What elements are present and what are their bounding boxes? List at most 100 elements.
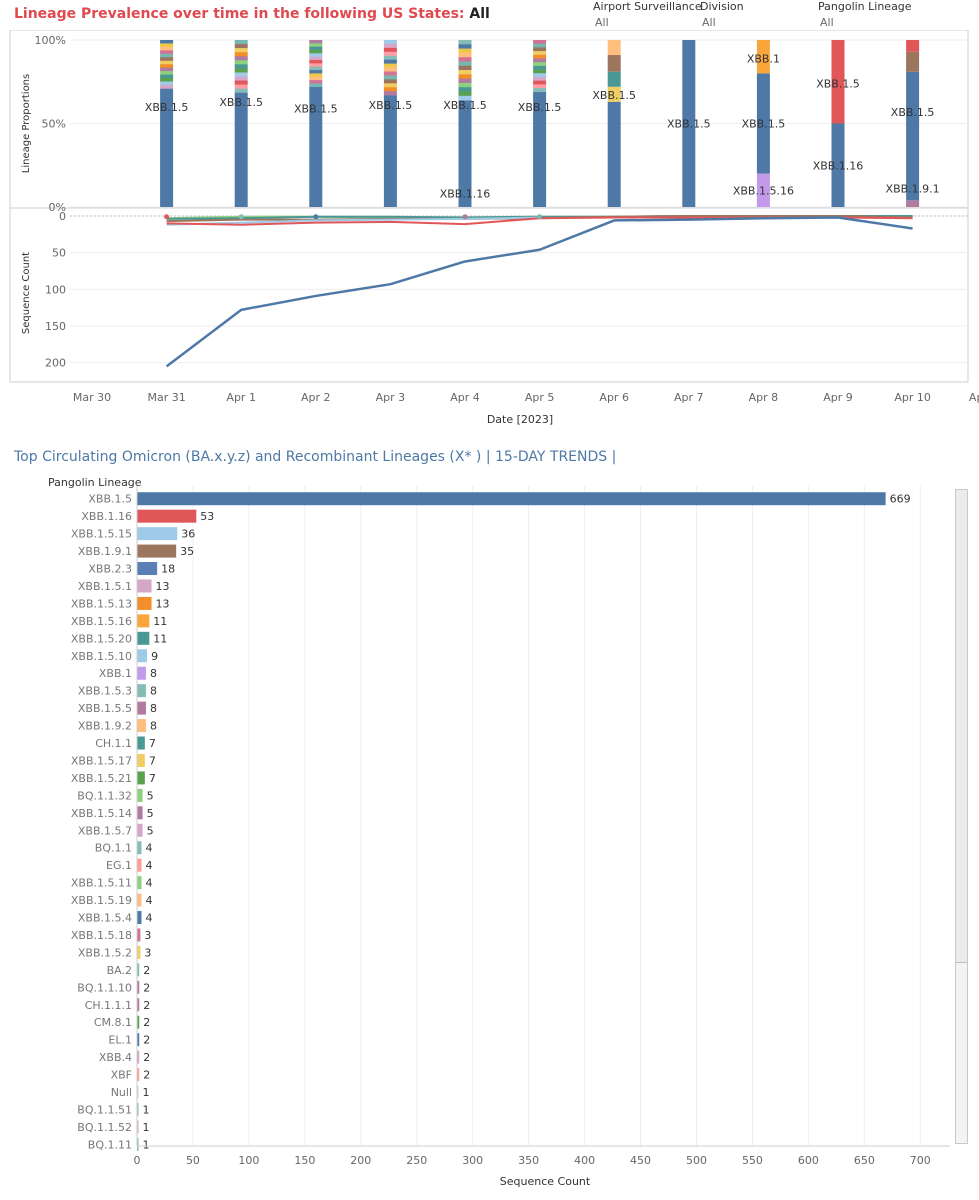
y-tick-label: 150	[45, 320, 66, 333]
value-label: 2	[143, 1069, 150, 1082]
filter-value[interactable]: All	[820, 16, 834, 29]
value-label: 1	[143, 1121, 150, 1134]
chart-frame	[9, 30, 969, 383]
scrollbar-thumb[interactable]	[956, 490, 967, 963]
value-label: 8	[150, 667, 157, 680]
x-tick-label: 50	[186, 1154, 200, 1167]
value-label: 13	[156, 580, 170, 593]
category-label: XBB.1.5.4	[78, 912, 132, 925]
bar	[137, 596, 152, 610]
bar-segment	[234, 96, 248, 207]
filter-pangolin-lineage[interactable]: Pangolin Lineage All	[818, 0, 912, 29]
bar-label: XBB.1.5	[518, 101, 562, 114]
bar-segment	[533, 69, 547, 74]
bar-segment	[458, 70, 472, 75]
bar-segment	[234, 88, 248, 94]
category-label: XBB.1.5.2	[78, 946, 132, 959]
category-label: XBB.2.3	[88, 563, 132, 576]
bar-segment	[160, 64, 174, 68]
value-label: 669	[890, 493, 911, 506]
bar	[137, 806, 143, 820]
x-tick-label: Apr 2	[301, 391, 331, 404]
x-tick-label: 600	[798, 1154, 819, 1167]
value-label: 18	[161, 563, 175, 576]
bar	[137, 1050, 140, 1064]
title-main: Lineage Prevalence over time in the foll…	[14, 6, 465, 22]
bar-segment	[458, 87, 472, 92]
category-label: CH.1.1.1	[85, 999, 132, 1012]
bar-segment	[234, 68, 248, 73]
category-label: XBB.4	[99, 1051, 132, 1064]
bar-label: XBB.1	[747, 52, 780, 65]
category-label: XBB.1.5.10	[71, 650, 132, 663]
bar-segment	[160, 88, 174, 207]
bar-segment	[458, 74, 472, 79]
bar-segment	[607, 86, 621, 102]
y-tick-label: 100%	[35, 34, 66, 47]
bar-label: XBB.1.5	[145, 101, 189, 114]
bar	[137, 631, 150, 645]
x-tick-label: Apr 10	[894, 391, 931, 404]
value-label: 4	[145, 842, 152, 855]
bar	[137, 1068, 140, 1082]
bar-segment	[160, 67, 174, 72]
x-tick-label: 150	[294, 1154, 315, 1167]
bar-segment	[458, 95, 472, 101]
value-label: 2	[143, 1016, 150, 1029]
bar-segment	[906, 51, 920, 72]
bar-segment	[383, 79, 397, 84]
bar-segment	[309, 60, 323, 64]
lineage-prevalence-chart[interactable]: 100% 50% 0% Lineage Proportions XBB.1.5 XBB.1…	[0, 30, 979, 430]
filter-value[interactable]: All	[702, 16, 716, 29]
bar-segment	[234, 72, 248, 77]
bar	[137, 684, 146, 698]
x-tick-label: 650	[854, 1154, 875, 1167]
bar	[137, 876, 142, 890]
value-label: 2	[143, 999, 150, 1012]
bar-segment	[160, 57, 174, 62]
bar	[137, 911, 142, 925]
page-title: Lineage Prevalence over time in the foll…	[14, 6, 490, 22]
bar	[137, 614, 150, 628]
bar	[137, 788, 143, 802]
series-marker	[164, 214, 170, 220]
bar-segment	[160, 46, 174, 51]
series-marker	[238, 214, 244, 220]
category-label: XBB.1	[99, 667, 132, 680]
x-tick-label: Mar 31	[147, 391, 185, 404]
category-label: BQ.1.1.32	[77, 789, 132, 802]
bar-segment	[309, 56, 323, 61]
x-tick-label: Apr 4	[450, 391, 480, 404]
value-label: 7	[149, 772, 156, 785]
x-tick-label: 400	[574, 1154, 595, 1167]
bar-label: XBB.1.5	[592, 89, 636, 102]
x-tick-label: 100	[238, 1154, 259, 1167]
bar-segment	[458, 40, 472, 45]
bar-segment	[160, 71, 174, 75]
bar-segment	[533, 73, 547, 78]
category-label: BQ.1.1.10	[77, 981, 132, 994]
filter-value[interactable]: All	[595, 16, 609, 29]
filter-airport-surveillance[interactable]: Airport Surveillance All	[593, 0, 702, 29]
bar-segment	[458, 57, 472, 62]
bar-segment	[533, 65, 547, 70]
bar-chart-scrollbar[interactable]	[955, 489, 968, 1144]
bar-segment	[160, 74, 174, 79]
category-label: XBB.1.16	[81, 510, 132, 523]
bar-segment	[458, 78, 472, 84]
bar-segment	[533, 58, 547, 63]
bar-segment	[309, 50, 323, 54]
bar-segment	[160, 81, 174, 86]
bar	[137, 1120, 139, 1134]
bar-segment	[607, 71, 621, 87]
bar-segment	[458, 100, 472, 207]
bar	[137, 562, 158, 576]
bar-segment	[309, 46, 323, 51]
bar	[137, 736, 145, 750]
bar-segment	[309, 86, 323, 207]
filter-division[interactable]: Division All	[700, 0, 744, 29]
bar-segment	[533, 54, 547, 59]
bar-segment	[458, 61, 472, 67]
bar-label: XBB.1.5	[816, 77, 860, 90]
